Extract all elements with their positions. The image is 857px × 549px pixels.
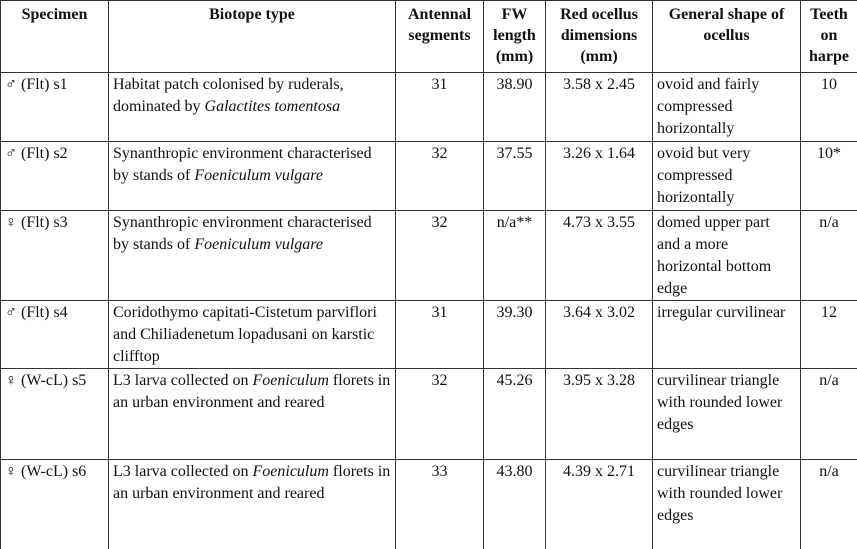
table-cell: L3 larva collected on Foeniculum florets… — [108, 459, 396, 549]
table-cell: ♂ (Flt) s2 — [0, 141, 109, 211]
table-cell: 37.55 — [483, 141, 546, 211]
italic-text: Galactites tomentosa — [204, 98, 341, 115]
text: L3 larva collected on — [113, 463, 253, 480]
text: florets in an urban environment and rear… — [113, 372, 391, 411]
table-cell: 38.90 — [483, 72, 546, 142]
table-cell: L3 larva collected on Foeniculum florets… — [108, 368, 396, 460]
table-cell: Synanthropic environment characterised b… — [108, 141, 396, 211]
table-cell: 3.26 x 1.64 — [545, 141, 653, 211]
table-cell: 43.80 — [483, 459, 546, 549]
table-cell: ovoid and fairly compressed horizontally — [652, 72, 801, 142]
italic-text: Foeniculum — [252, 372, 329, 389]
table-cell: 31 — [395, 300, 484, 369]
table-cell: n/a — [800, 368, 857, 460]
table-cell: ovoid but very compressed horizontally — [652, 141, 801, 211]
table-cell: 10* — [800, 141, 857, 211]
table-row: ♂ (Flt) s1 Habitat patch colonised by rud… — [0, 72, 857, 142]
table-cell: 39.30 — [483, 300, 546, 369]
table-cell: 3.95 x 3.28 — [545, 368, 653, 460]
table-cell: irregular curvilinear — [652, 300, 801, 369]
italic-text: Foeniculum vulgare — [194, 167, 324, 184]
italic-text: Foeniculum — [252, 463, 329, 480]
table-cell: curvilinear triangle with rounded lower … — [652, 368, 801, 460]
text: florets in an urban environment and rear… — [113, 463, 391, 502]
text: Synanthropic environment characterised b… — [113, 145, 372, 184]
table-row: ♀ (W-cL) s5 L3 larva collected on Foenicu… — [0, 368, 857, 460]
table-cell: n/a — [800, 459, 857, 549]
table-cell: ♀ (W-cL) s6 — [0, 459, 109, 549]
header-cell: General shape of ocellus — [652, 0, 801, 73]
table-cell: 33 — [395, 459, 484, 549]
table-cell: 4.39 x 2.71 — [545, 459, 653, 549]
table-cell: Synanthropic environment characterised b… — [108, 210, 396, 301]
table-cell: n/a** — [483, 210, 546, 301]
table-body: ♂ (Flt) s1 Habitat patch colonised by rud… — [0, 72, 857, 549]
text: Synanthropic environment characterised b… — [113, 214, 372, 253]
text: L3 larva collected on — [113, 372, 253, 389]
table-cell: 3.58 x 2.45 — [545, 72, 653, 142]
table-cell: ♂ (Flt) s4 — [0, 300, 109, 369]
header-cell: Teeth on harpe — [800, 0, 857, 73]
header-row: Specimen Biotope type Antennal segments FW … — [0, 0, 857, 73]
table-cell: 32 — [395, 210, 484, 301]
table-cell: Coridothymo capitati-Cistetum parviflori… — [108, 300, 396, 369]
table-cell: 31 — [395, 72, 484, 142]
table-cell: ♀ (W-cL) s5 — [0, 368, 109, 460]
table-cell: 10 — [800, 72, 857, 142]
text: Habitat patch colonised by ruderals, dom… — [113, 76, 344, 115]
table-row: ♀ (Flt) s3 Synanthropic environment chara… — [0, 210, 857, 301]
table-cell: 32 — [395, 141, 484, 211]
header-cell: Biotope type — [108, 0, 396, 73]
table-cell: Habitat patch colonised by ruderals, dom… — [108, 72, 396, 142]
header-cell: Specimen — [0, 0, 109, 73]
table-cell: 4.73 x 3.55 — [545, 210, 653, 301]
table-row: ♂ (Flt) s2 Synanthropic environment chara… — [0, 141, 857, 211]
header-cell: Red ocellus dimensions (mm) — [545, 0, 653, 73]
header-cell: FW length (mm) — [483, 0, 546, 73]
table-cell: 3.64 x 3.02 — [545, 300, 653, 369]
table-row: ♂ (Flt) s4 Coridothymo capitati-Cistetum … — [0, 300, 857, 369]
header-cell: Antennal segments — [395, 0, 484, 73]
table-cell: 12 — [800, 300, 857, 369]
table-row: ♀ (W-cL) s6 L3 larva collected on Foenicu… — [0, 459, 857, 549]
table-cell: 45.26 — [483, 368, 546, 460]
text: Coridothymo capitati-Cistetum parviflori… — [113, 304, 377, 365]
table-cell: curvilinear triangle with rounded lower … — [652, 459, 801, 549]
table-cell: ♂ (Flt) s1 — [0, 72, 109, 142]
table-cell: ♀ (Flt) s3 — [0, 210, 109, 301]
table-cell: n/a — [800, 210, 857, 301]
table-cell: 32 — [395, 368, 484, 460]
table-cell: domed upper part and a more horizontal b… — [652, 210, 801, 301]
italic-text: Foeniculum vulgare — [194, 236, 324, 253]
